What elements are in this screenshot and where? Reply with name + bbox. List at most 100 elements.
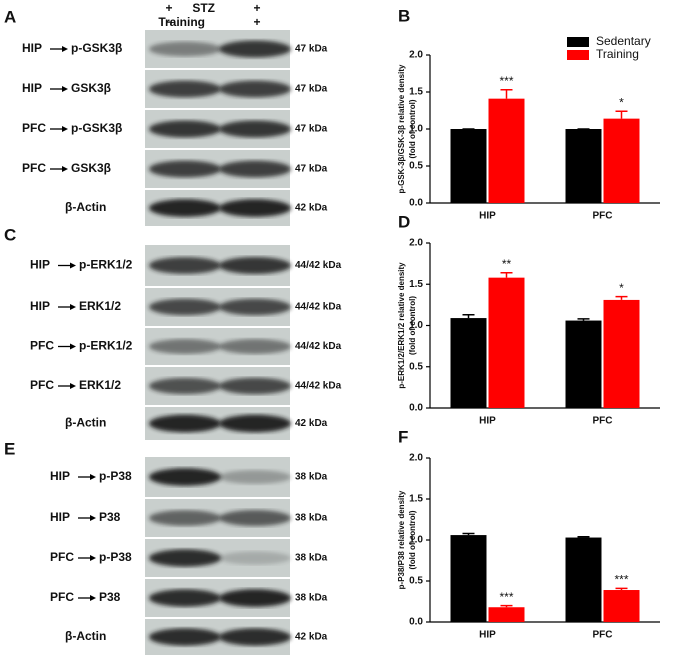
blot-band xyxy=(219,589,291,607)
mw-label: 44/42 kDa xyxy=(295,302,342,313)
y-tick-label: 2.0 xyxy=(409,238,423,249)
panel-label: B xyxy=(398,6,410,25)
error-bar xyxy=(577,535,590,538)
error-bar xyxy=(500,89,513,99)
blot-band xyxy=(219,256,291,275)
bar xyxy=(488,277,525,408)
blot-band xyxy=(219,414,291,433)
error-bar xyxy=(500,271,513,278)
y-tick-label: 1.0 xyxy=(409,320,423,331)
blot-band xyxy=(219,160,291,178)
treatment-sign: + xyxy=(253,15,260,29)
y-axis-label: (fold of control) xyxy=(408,510,417,569)
y-axis-label: p-ERK1/2/ERK1/2 relative density xyxy=(397,262,406,389)
blot-band xyxy=(149,377,221,395)
arrow-head xyxy=(70,262,76,269)
bar xyxy=(450,318,487,408)
protein-label: β-Actin xyxy=(65,629,106,643)
arrow-head xyxy=(70,304,76,310)
significance: * xyxy=(619,281,624,295)
protein-label: β-Actin xyxy=(65,200,106,214)
bar xyxy=(565,320,602,408)
y-axis-label: p-P38/P38 relative density xyxy=(397,490,406,589)
panel-label: F xyxy=(398,427,408,446)
mw-label: 38 kDa xyxy=(295,553,328,564)
blot-band xyxy=(219,298,291,316)
bar xyxy=(603,299,640,408)
arrow-head xyxy=(70,383,76,389)
blot-band xyxy=(149,80,221,98)
region-label: HIP xyxy=(22,41,42,55)
blot-band xyxy=(149,120,221,138)
significance: * xyxy=(619,95,624,109)
region-label: HIP xyxy=(22,81,42,95)
blot-band xyxy=(149,510,221,526)
significance: *** xyxy=(499,74,513,88)
x-tick-label: PFC xyxy=(593,211,613,222)
blot-band xyxy=(219,339,291,354)
error-bar xyxy=(615,587,628,591)
arrow-head xyxy=(90,515,96,521)
protein-label: p-P38 xyxy=(99,469,132,483)
y-tick-label: 0.5 xyxy=(409,161,423,172)
bar xyxy=(603,118,640,203)
mw-label: 38 kDa xyxy=(295,472,328,483)
protein-label: ERK1/2 xyxy=(79,378,121,392)
mw-label: 47 kDa xyxy=(295,44,328,55)
bar xyxy=(488,98,525,203)
legend-swatch xyxy=(567,37,589,47)
blot-band xyxy=(219,470,291,484)
bar xyxy=(488,607,525,622)
protein-label: p-ERK1/2 xyxy=(79,258,133,272)
region-label: HIP xyxy=(50,469,70,483)
mw-label: 44/42 kDa xyxy=(295,381,342,392)
x-tick-label: PFC xyxy=(593,630,613,641)
blot-band xyxy=(219,40,291,58)
mw-label: 38 kDa xyxy=(295,593,328,604)
panel-label: D xyxy=(398,212,410,231)
protein-label: p-P38 xyxy=(99,550,132,564)
blot-band xyxy=(149,468,221,486)
y-tick-label: 2.0 xyxy=(409,453,423,464)
error-bar xyxy=(615,110,628,119)
blot-band xyxy=(149,549,221,567)
mw-label: 47 kDa xyxy=(295,164,328,175)
y-tick-label: 0.5 xyxy=(409,361,423,372)
x-tick-label: HIP xyxy=(479,630,496,641)
y-tick-label: 1.0 xyxy=(409,535,423,546)
arrow-head xyxy=(62,126,68,132)
blot-band xyxy=(219,510,291,526)
blot-band xyxy=(219,199,291,217)
arrow-head xyxy=(90,595,96,601)
blot-band xyxy=(219,80,291,98)
blot-band xyxy=(149,257,221,274)
bar xyxy=(565,537,602,622)
arrow-head xyxy=(62,46,68,52)
protein-label: β-Actin xyxy=(65,416,106,430)
significance: *** xyxy=(499,590,513,604)
significance: *** xyxy=(614,573,628,587)
protein-label: p-ERK1/2 xyxy=(79,339,133,353)
x-tick-label: PFC xyxy=(593,416,613,427)
blot-band xyxy=(149,628,221,646)
error-bar xyxy=(500,604,513,608)
treatment-sign: + xyxy=(253,1,260,15)
region-label: PFC xyxy=(22,161,46,175)
bar xyxy=(603,590,640,622)
y-axis-label: (fold of control) xyxy=(408,296,417,355)
region-label: PFC xyxy=(50,550,74,564)
bar xyxy=(565,129,602,203)
region-label: HIP xyxy=(50,510,70,524)
arrow-head xyxy=(62,86,68,92)
protein-label: ERK1/2 xyxy=(79,299,121,313)
blot-band xyxy=(149,414,221,433)
significance: ** xyxy=(502,257,512,271)
protein-label: P38 xyxy=(99,510,121,524)
protein-label: p-GSK3β xyxy=(71,121,122,135)
mw-label: 44/42 kDa xyxy=(295,341,342,352)
treatment-label: STZ xyxy=(192,1,215,15)
blot-band xyxy=(149,298,221,316)
protein-label: GSK3β xyxy=(71,161,111,175)
treatment-sign: − xyxy=(165,15,172,29)
